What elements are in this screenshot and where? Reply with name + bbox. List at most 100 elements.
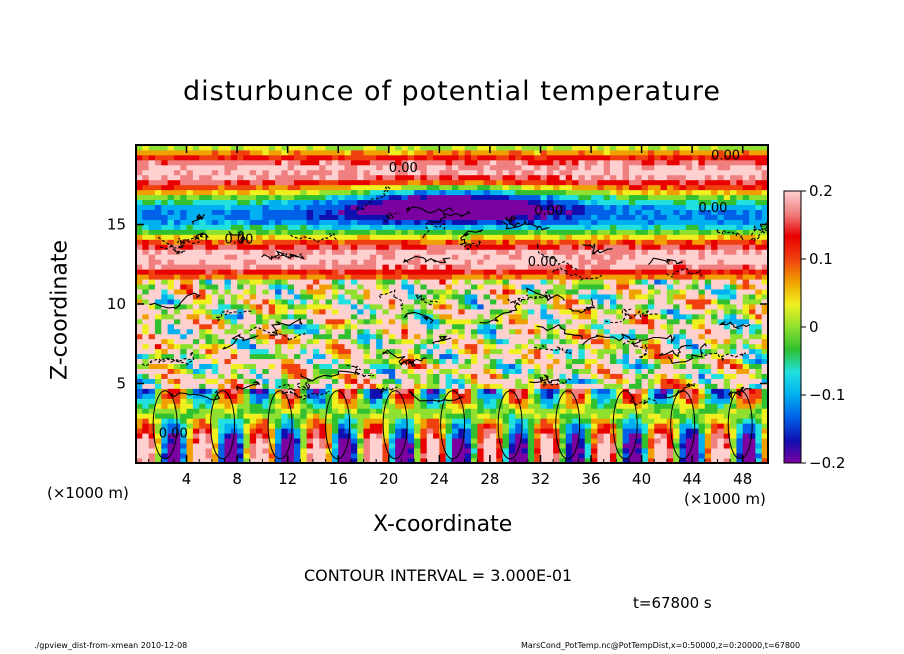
heatmap-cell: [414, 338, 421, 345]
heatmap-cell: [458, 299, 466, 305]
heatmap-cell: [243, 368, 251, 374]
heatmap-cell: [186, 408, 194, 414]
heatmap-cell: [730, 458, 737, 463]
heatmap-cell: [711, 423, 718, 429]
heatmap-cell: [470, 264, 478, 270]
heatmap-cell: [534, 428, 541, 434]
heatmap-cell: [622, 259, 630, 265]
heatmap-cell: [312, 229, 320, 235]
heatmap-cell: [325, 338, 333, 345]
heatmap-cell: [180, 403, 187, 409]
heatmap-cell: [502, 353, 510, 360]
heatmap-cell: [534, 333, 541, 340]
heatmap-cell: [407, 244, 415, 250]
heatmap-cell: [287, 274, 295, 280]
heatmap-cell: [199, 383, 206, 389]
heatmap-cell: [294, 323, 301, 330]
heatmap-cell: [426, 304, 434, 310]
heatmap-cell: [268, 234, 276, 240]
heatmap-cell: [142, 289, 150, 295]
heatmap-cell: [357, 294, 364, 300]
heatmap-cell: [553, 244, 560, 250]
heatmap-cell: [338, 353, 345, 360]
heatmap-cell: [275, 438, 282, 444]
heatmap-cell: [578, 393, 586, 399]
heatmap-cell: [294, 259, 301, 265]
heatmap-cell: [338, 244, 345, 250]
heatmap-cell: [584, 428, 592, 434]
heatmap-cell: [502, 328, 510, 335]
heatmap-cell: [350, 308, 358, 315]
heatmap-cell: [445, 313, 453, 320]
heatmap-cell: [534, 259, 541, 265]
heatmap-cell: [363, 269, 371, 275]
heatmap-cell: [578, 254, 586, 260]
heatmap-cell: [230, 239, 238, 245]
heatmap-cell: [376, 274, 383, 280]
heatmap-cell: [470, 244, 478, 250]
heatmap-cell: [470, 318, 478, 325]
heatmap-cell: [325, 224, 333, 230]
heatmap-cell: [641, 418, 649, 424]
heatmap-cell: [622, 348, 630, 355]
heatmap-cell: [275, 318, 282, 325]
heatmap-cell: [414, 284, 421, 290]
heatmap-cell: [553, 443, 560, 449]
heatmap-cell: [439, 229, 447, 235]
heatmap-cell: [205, 244, 213, 250]
heatmap-cell: [704, 229, 712, 235]
heatmap-cell: [148, 458, 156, 463]
heatmap-cell: [268, 269, 276, 275]
heatmap-cell: [433, 343, 440, 350]
heatmap-cell: [218, 378, 225, 384]
heatmap-cell: [685, 328, 693, 335]
heatmap-cell: [306, 458, 314, 463]
heatmap-cell: [287, 239, 295, 245]
heatmap-cell: [357, 448, 364, 454]
heatmap-cell: [572, 249, 579, 255]
heatmap-cell: [692, 448, 699, 454]
heatmap-cell: [363, 423, 371, 429]
heatmap-cell: [546, 388, 554, 394]
heatmap-cell: [338, 294, 345, 300]
heatmap-cell: [565, 408, 573, 414]
heatmap-cell: [363, 373, 371, 379]
heatmap-cell: [382, 418, 390, 424]
heatmap-cell: [730, 249, 737, 255]
heatmap-cell: [483, 269, 491, 275]
heatmap-cell: [647, 254, 655, 260]
heatmap-cell: [704, 408, 712, 414]
heatmap-cell: [338, 363, 345, 369]
heatmap-cell: [559, 239, 567, 245]
heatmap-cell: [211, 393, 219, 399]
heatmap-cell: [312, 284, 320, 290]
heatmap-cell: [319, 264, 326, 270]
heatmap-cell: [553, 269, 560, 275]
heatmap-cell: [312, 413, 320, 419]
heatmap-cell: [641, 229, 649, 235]
heatmap-cell: [306, 249, 314, 255]
heatmap-cell: [647, 219, 655, 225]
heatmap-cell: [180, 428, 187, 434]
heatmap-cell: [584, 413, 592, 419]
heatmap-cell: [654, 438, 661, 444]
heatmap-cell: [199, 458, 206, 463]
heatmap-cell: [306, 229, 314, 235]
heatmap-cell: [717, 333, 725, 340]
heatmap-cell: [382, 294, 390, 300]
heatmap-cell: [439, 383, 447, 389]
heatmap-cell: [464, 368, 472, 374]
heatmap-cell: [755, 418, 763, 424]
heatmap-cell: [761, 338, 768, 345]
heatmap-cell: [218, 308, 225, 315]
heatmap-cell: [578, 239, 586, 245]
heatmap-cell: [502, 274, 510, 280]
heatmap-cell: [578, 289, 586, 295]
heatmap-cell: [338, 338, 345, 345]
heatmap-cell: [243, 458, 251, 463]
heatmap-cell: [281, 284, 289, 290]
heatmap-cell: [407, 323, 415, 330]
heatmap-cell: [654, 408, 661, 414]
heatmap-cell: [395, 289, 402, 295]
heatmap-cell: [287, 368, 295, 374]
